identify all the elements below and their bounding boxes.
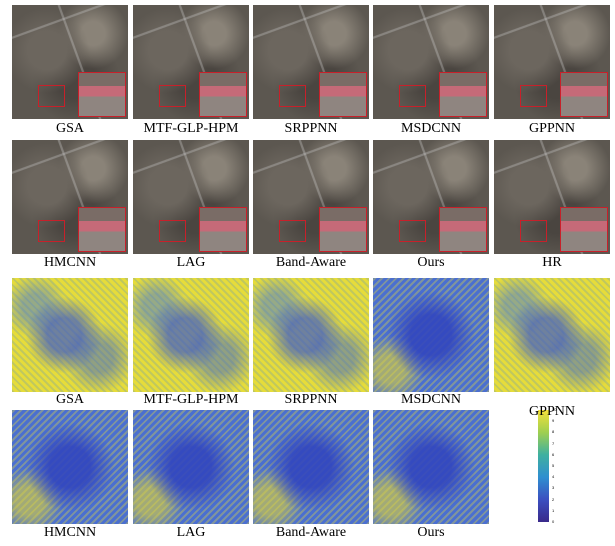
image-panel bbox=[253, 5, 369, 119]
zoom-box bbox=[38, 85, 66, 108]
caption: SRPPNN bbox=[246, 121, 376, 137]
image-panel bbox=[373, 140, 489, 254]
image-panel bbox=[373, 5, 489, 119]
zoom-inset bbox=[319, 207, 367, 252]
zoom-box bbox=[279, 85, 307, 108]
caption: MSDCNN bbox=[366, 121, 496, 137]
caption: HR bbox=[487, 255, 615, 271]
colorbar-tick-label: 5 bbox=[552, 464, 554, 468]
figure: GSAMTF-GLP-HPMSRPPNNMSDCNNGPPNNHMCNNLAGB… bbox=[0, 0, 615, 546]
image-panel bbox=[494, 5, 610, 119]
caption: GSA bbox=[5, 121, 135, 137]
error-map bbox=[494, 278, 610, 392]
caption: MSDCNN bbox=[366, 392, 496, 408]
error-map bbox=[373, 278, 489, 392]
caption: GPPNN bbox=[487, 404, 615, 420]
zoom-inset bbox=[199, 72, 247, 117]
image-panel bbox=[133, 140, 249, 254]
zoom-box bbox=[399, 85, 427, 108]
error-map bbox=[133, 410, 249, 524]
zoom-inset bbox=[439, 207, 487, 252]
zoom-inset bbox=[439, 72, 487, 117]
caption: GPPNN bbox=[487, 121, 615, 137]
zoom-inset bbox=[78, 207, 126, 252]
colorbar bbox=[538, 410, 549, 522]
colorbar-tick-label: 10 bbox=[552, 408, 556, 412]
zoom-box bbox=[520, 85, 548, 108]
zoom-box bbox=[159, 85, 187, 108]
error-map bbox=[12, 410, 128, 524]
image-panel bbox=[12, 5, 128, 119]
error-map bbox=[373, 410, 489, 524]
zoom-box bbox=[159, 220, 187, 243]
caption: GSA bbox=[5, 392, 135, 408]
caption: Band-Aware bbox=[246, 525, 376, 541]
image-panel bbox=[253, 140, 369, 254]
caption: HMCNN bbox=[5, 255, 135, 271]
error-map bbox=[12, 278, 128, 392]
colorbar-tick-label: 8 bbox=[552, 430, 554, 434]
zoom-box bbox=[279, 220, 307, 243]
colorbar-tick-label: 2 bbox=[552, 498, 554, 502]
caption: SRPPNN bbox=[246, 392, 376, 408]
caption: LAG bbox=[126, 525, 256, 541]
caption: MTF-GLP-HPM bbox=[126, 121, 256, 137]
colorbar-tick-label: 4 bbox=[552, 475, 554, 479]
caption: HMCNN bbox=[5, 525, 135, 541]
colorbar-tick-label: 9 bbox=[552, 419, 554, 423]
zoom-inset bbox=[199, 207, 247, 252]
zoom-box bbox=[38, 220, 66, 243]
colorbar-tick-label: 3 bbox=[552, 486, 554, 490]
error-map bbox=[133, 278, 249, 392]
zoom-box bbox=[399, 220, 427, 243]
caption: Band-Aware bbox=[246, 255, 376, 271]
caption: Ours bbox=[366, 525, 496, 541]
zoom-inset bbox=[319, 72, 367, 117]
image-panel bbox=[12, 140, 128, 254]
error-map bbox=[253, 410, 369, 524]
caption: Ours bbox=[366, 255, 496, 271]
zoom-box bbox=[520, 220, 548, 243]
zoom-inset bbox=[78, 72, 126, 117]
colorbar-tick-label: 6 bbox=[552, 453, 554, 457]
image-panel bbox=[133, 5, 249, 119]
caption: MTF-GLP-HPM bbox=[126, 392, 256, 408]
image-panel bbox=[494, 140, 610, 254]
colorbar-tick-label: 7 bbox=[552, 442, 554, 446]
error-map bbox=[253, 278, 369, 392]
colorbar-tick-label: 1 bbox=[552, 509, 554, 513]
zoom-inset bbox=[560, 207, 608, 252]
colorbar-tick-label: 0 bbox=[552, 520, 554, 524]
zoom-inset bbox=[560, 72, 608, 117]
caption: LAG bbox=[126, 255, 256, 271]
